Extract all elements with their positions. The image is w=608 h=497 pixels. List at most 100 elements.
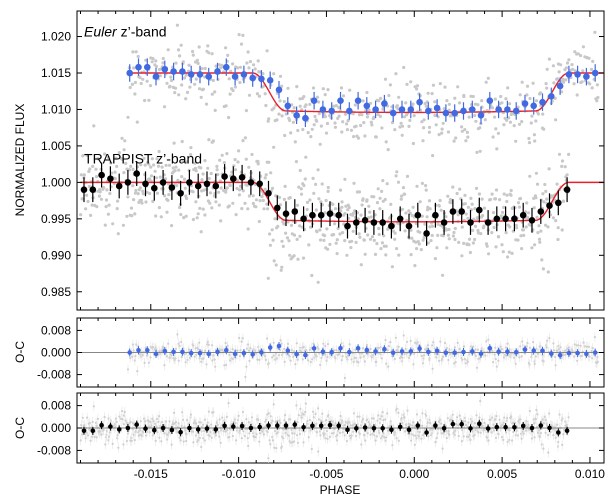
raw-flux-point [436, 233, 440, 237]
raw-flux-point [257, 219, 261, 224]
raw-residual-point [167, 431, 170, 434]
raw-flux-point [447, 102, 451, 106]
raw-residual-point [348, 343, 351, 346]
raw-residual-point [470, 422, 473, 425]
raw-flux-point [557, 70, 561, 74]
raw-residual-point [181, 411, 184, 414]
raw-flux-point [385, 182, 389, 186]
raw-flux-point [237, 193, 241, 197]
trappist-binned-point [238, 174, 246, 181]
raw-residual-point [409, 423, 412, 426]
raw-residual-point [115, 420, 118, 423]
raw-flux-point [331, 233, 336, 237]
raw-flux-point [283, 184, 287, 188]
raw-residual-point [558, 348, 561, 351]
raw-flux-point [123, 139, 127, 143]
raw-flux-point [472, 217, 476, 221]
raw-flux-point [200, 178, 204, 182]
raw-flux-point [270, 186, 275, 190]
raw-residual-point [105, 433, 108, 436]
raw-flux-point [111, 222, 115, 226]
raw-flux-point [525, 201, 529, 205]
raw-flux-point [185, 196, 189, 201]
raw-flux-point [319, 200, 323, 204]
raw-residual-point [239, 349, 242, 352]
raw-flux-point [219, 219, 223, 223]
trappist-binned-residual [222, 423, 227, 429]
raw-residual-point [180, 355, 183, 359]
raw-flux-point [141, 189, 145, 193]
raw-flux-point [191, 190, 195, 194]
raw-flux-point [204, 102, 209, 106]
raw-residual-point [492, 361, 495, 364]
trappist-binned-point [423, 230, 430, 237]
raw-flux-point [138, 76, 142, 80]
raw-residual-point [234, 418, 237, 421]
raw-flux-point [460, 129, 464, 133]
raw-flux-point [206, 44, 210, 48]
raw-residual-point [282, 428, 285, 431]
raw-residual-point [478, 357, 481, 360]
raw-residual-point [349, 424, 352, 427]
raw-residual-point [336, 439, 339, 442]
euler-binned-point [179, 68, 186, 75]
raw-residual-point [404, 430, 407, 433]
raw-flux-point [497, 235, 501, 239]
raw-flux-point [120, 136, 124, 140]
raw-flux-point [324, 131, 329, 135]
raw-residual-point [508, 348, 511, 351]
raw-flux-point [165, 81, 169, 85]
raw-flux-point [87, 184, 91, 189]
raw-flux-point [199, 166, 203, 170]
trappist-binned-point [177, 190, 184, 197]
euler-binned-point [521, 100, 529, 107]
raw-residual-point [377, 414, 380, 417]
raw-residual-point [384, 439, 387, 442]
euler-binned-point [512, 107, 520, 115]
trappist-binned-residual [441, 426, 447, 431]
raw-residual-point [151, 346, 155, 349]
raw-flux-point [106, 155, 111, 160]
raw-residual-point [379, 417, 382, 421]
raw-residual-point [532, 340, 535, 344]
raw-residual-point [192, 430, 195, 433]
raw-flux-point [481, 213, 485, 218]
raw-residual-point [457, 434, 460, 438]
raw-flux-point [305, 200, 310, 204]
trappist-binned-residual [213, 427, 219, 432]
main-ytick-label: 1.020 [41, 30, 71, 44]
raw-flux-point [278, 99, 282, 103]
raw-residual-point [394, 336, 397, 339]
raw-flux-point [195, 58, 199, 63]
raw-residual-point [567, 346, 571, 349]
euler-binned-residual [136, 348, 141, 353]
raw-flux-point [389, 202, 393, 206]
euler-binned-residual [355, 345, 361, 351]
raw-flux-point [349, 128, 354, 132]
euler-binned-residual [461, 349, 466, 355]
euler-binned-residual [303, 352, 308, 358]
raw-residual-point [168, 420, 171, 423]
raw-flux-point [545, 67, 549, 71]
raw-residual-point [369, 348, 372, 351]
raw-flux-point [267, 117, 271, 121]
raw-flux-point [486, 76, 490, 80]
raw-flux-point [428, 207, 432, 211]
raw-flux-point [151, 57, 155, 61]
raw-flux-point [404, 101, 408, 105]
raw-residual-point [93, 435, 96, 438]
raw-flux-point [322, 238, 326, 242]
trappist-binned-residual [406, 427, 412, 433]
raw-residual-point [231, 348, 234, 351]
raw-residual-point [534, 418, 538, 421]
raw-flux-point [463, 193, 467, 197]
raw-residual-point [338, 431, 342, 434]
raw-flux-point [287, 239, 291, 243]
raw-flux-point [158, 74, 162, 78]
trappist-binned-residuals [81, 419, 570, 437]
raw-residual-point [374, 439, 377, 442]
raw-residual-point [489, 418, 492, 421]
raw-flux-point [357, 190, 362, 194]
raw-flux-point [359, 213, 363, 217]
raw-residual-point [571, 350, 574, 353]
